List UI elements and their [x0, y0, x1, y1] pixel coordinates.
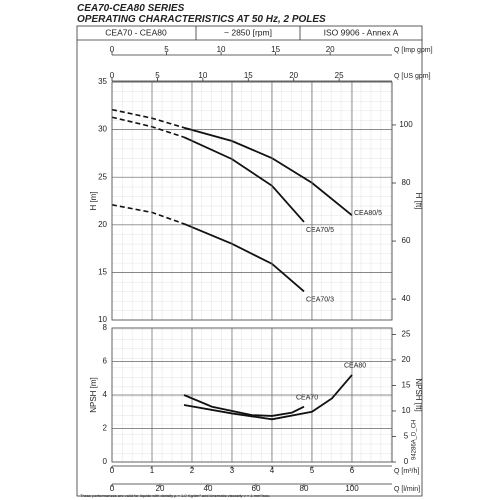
x-tick-label: 40	[204, 484, 213, 493]
x-tick-label: 20	[326, 45, 335, 54]
y-axis-label: NPSH [m]	[89, 377, 98, 413]
x-tick-label: 4	[270, 466, 275, 475]
header-cell: ~ 2850 [rpm]	[224, 27, 272, 37]
x-axis-label: Q [US gpm]	[394, 73, 431, 80]
x-axis-label: Q [l/min]	[394, 486, 420, 493]
y2-tick-label: 60	[402, 236, 411, 245]
y2-tick-label: 100	[399, 120, 413, 129]
y2-tick-label: 40	[402, 294, 411, 303]
y-tick-label: 8	[103, 323, 108, 332]
x-axis-label: Q [Imp gpm]	[394, 47, 433, 54]
footnote: These performances are valid for liquids…	[80, 493, 270, 498]
x-tick-label: 0	[110, 484, 115, 493]
y-tick-label: 0	[103, 457, 108, 466]
x-tick-label: 15	[244, 71, 253, 80]
title: CEA70-CEA80 SERIES	[77, 3, 185, 14]
y-tick-label: 6	[103, 357, 108, 366]
x-tick-label: 6	[350, 466, 355, 475]
y-tick-label: 20	[98, 220, 107, 229]
header-cell: CEA70 - CEA80	[105, 27, 167, 37]
fine-grid	[112, 82, 392, 320]
x-tick-label: 20	[156, 484, 165, 493]
curve-label: CEA70/3	[306, 296, 334, 303]
y2-axis-label: NPSH [ft]	[414, 378, 423, 411]
title: OPERATING CHARACTERISTICS AT 50 Hz, 2 PO…	[77, 14, 326, 25]
y-axis-label: H [m]	[89, 191, 98, 210]
y2-axis-label: H [ft]	[414, 193, 423, 210]
x-tick-label: 2	[190, 466, 195, 475]
y-tick-label: 10	[98, 315, 107, 324]
curve	[183, 394, 305, 417]
y2-tick-label: 5	[404, 432, 409, 441]
x-tick-label: 5	[155, 71, 160, 80]
y-tick-label: 25	[98, 172, 107, 181]
x-tick-label: 10	[217, 45, 226, 54]
y2-tick-label: 80	[402, 178, 411, 187]
y-tick-label: 4	[103, 390, 108, 399]
x-tick-label: 10	[198, 71, 207, 80]
y-tick-label: 15	[98, 268, 107, 277]
x-tick-label: 80	[300, 484, 309, 493]
y2-tick-label: 0	[404, 457, 409, 466]
x-tick-label: 3	[230, 466, 235, 475]
x-tick-label: 5	[310, 466, 315, 475]
y2-tick-label: 10	[402, 406, 411, 415]
curve	[183, 223, 305, 293]
header-cell: ISO 9906 - Annex A	[324, 27, 399, 37]
y2-tick-label: 15	[402, 381, 411, 390]
curve	[183, 136, 305, 223]
curve	[183, 374, 353, 421]
y-tick-label: 35	[98, 77, 107, 86]
x-tick-label: 100	[345, 484, 359, 493]
x-tick-label: 25	[335, 71, 344, 80]
y-tick-label: 30	[98, 125, 107, 134]
y2-tick-label: 25	[402, 329, 411, 338]
x-tick-label: 0	[110, 45, 115, 54]
frame	[76, 25, 423, 497]
curve-label: CEA80/5	[354, 210, 382, 217]
curve-label: CEA80	[344, 363, 366, 370]
x-axis-label: Q [m³/h]	[394, 468, 419, 475]
y-tick-label: 2	[103, 424, 108, 433]
x-tick-label: 1	[150, 466, 155, 475]
x-tick-label: 60	[252, 484, 261, 493]
y2-tick-label: 20	[402, 355, 411, 364]
curve-label: CEA70/5	[306, 227, 334, 234]
curve-label: CEA70	[296, 395, 318, 402]
x-tick-label: 5	[164, 45, 169, 54]
code: 94286A_D_CH	[412, 420, 418, 460]
x-tick-label: 0	[110, 466, 115, 475]
x-tick-label: 15	[271, 45, 280, 54]
x-tick-label: 20	[289, 71, 298, 80]
x-tick-label: 0	[110, 71, 115, 80]
